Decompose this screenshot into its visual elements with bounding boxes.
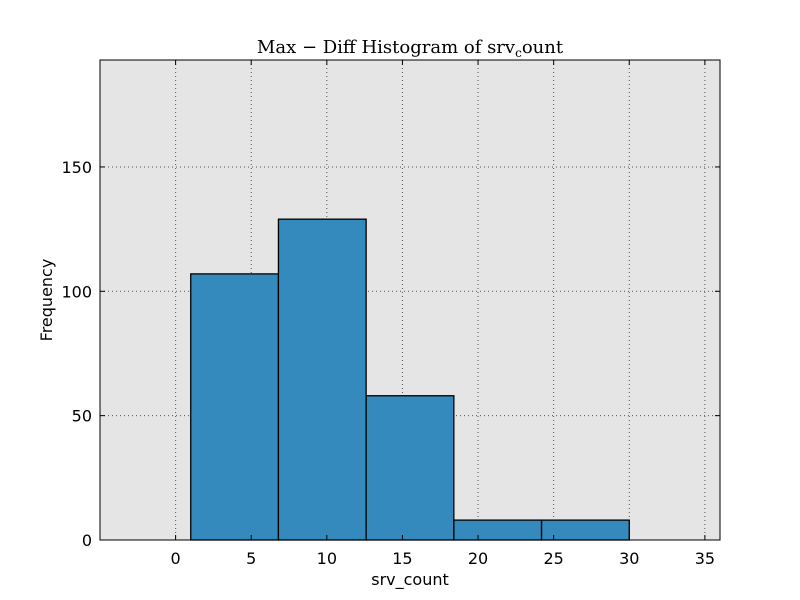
y-axis-label: Frequency — [37, 259, 56, 342]
bars-group — [190, 218, 630, 541]
x-tick-label: 30 — [619, 549, 639, 568]
y-tick-label: 0 — [82, 531, 92, 550]
histogram-bar — [277, 218, 367, 541]
histogram-bar — [453, 519, 543, 541]
chart-title: Max − Diff Histogram of srvcount — [257, 37, 564, 60]
histogram-bar — [365, 395, 455, 541]
y-tick-label: 150 — [61, 158, 92, 177]
x-tick-label: 10 — [317, 549, 337, 568]
x-axis-label: srv_count — [371, 570, 449, 590]
plot-frame — [99, 59, 721, 541]
x-tick-label: 35 — [695, 549, 715, 568]
histogram-bar — [540, 519, 630, 541]
histogram-bar — [190, 273, 280, 541]
chart-title-main: Max − Diff Histogram of srv — [257, 37, 516, 58]
x-tick-label: 5 — [246, 549, 256, 568]
x-tick-label: 20 — [468, 549, 488, 568]
ticks-group: 0 5 10 15 20 25 30 35 0 50 100 150 — [61, 60, 720, 568]
chart-title-suffix: ount — [522, 37, 564, 58]
y-tick-label: 50 — [72, 407, 92, 426]
x-tick-label: 0 — [171, 549, 181, 568]
x-tick-label: 15 — [392, 549, 412, 568]
y-tick-label: 100 — [61, 282, 92, 301]
x-tick-label: 25 — [543, 549, 563, 568]
chart-title-subscript: c — [515, 46, 522, 60]
